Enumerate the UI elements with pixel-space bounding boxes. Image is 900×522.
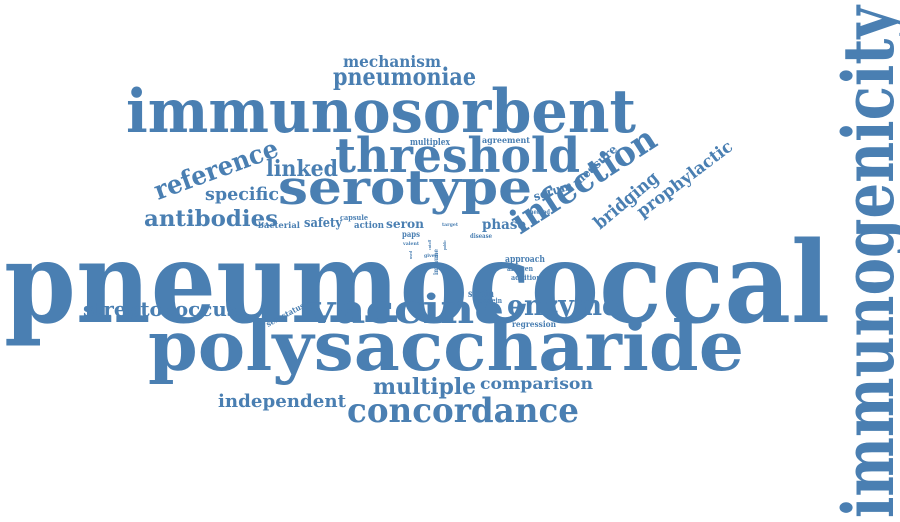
word-safety: safety	[304, 216, 342, 231]
word-multiple: multiple	[373, 374, 476, 400]
word-seron: seron	[386, 217, 424, 231]
word-independent: independent	[218, 391, 347, 412]
word-serotype: serotype	[278, 160, 532, 216]
word-agreement: agreement	[482, 135, 530, 145]
word-valent: valent	[402, 241, 420, 247]
word-vaccine: vaccine	[307, 286, 504, 333]
word-method: method	[528, 209, 551, 216]
word-mechanism: mechanism	[343, 52, 441, 71]
word-cutoff: cutoff	[427, 239, 432, 250]
word-public: public	[442, 240, 447, 250]
word-linked: linked	[266, 156, 338, 182]
word-streptococcus: streptococcus	[83, 297, 238, 321]
word-pneumococcal: pneumococcal	[4, 218, 830, 349]
word-polysaccharide: polysaccharide	[148, 307, 744, 387]
word-used: used	[408, 251, 413, 259]
word-regression: regression	[512, 319, 556, 329]
word-action: action	[354, 221, 384, 231]
word-capsule: capsule	[340, 213, 369, 222]
word-paps: paps	[402, 229, 420, 239]
word-enzyme: enzyme	[507, 289, 619, 322]
word-phase: phase	[482, 217, 526, 233]
word-target: target	[442, 222, 459, 228]
word-immunosorbent: immunosorbent	[126, 77, 636, 147]
word-given: given	[424, 253, 438, 259]
word-strain: strain	[468, 289, 495, 300]
word-antigen: antigen	[507, 264, 533, 273]
word-specific: specific	[205, 184, 279, 205]
word-protein: protein	[478, 296, 502, 305]
word-antibodies: antibodies	[144, 206, 278, 232]
word-addition: addition	[511, 273, 541, 282]
word-pneumoniae: pneumoniae	[333, 62, 476, 91]
word-multiplex: multiplex	[410, 138, 451, 148]
word-disease: disease	[470, 233, 492, 240]
word-approach: approach	[505, 255, 545, 265]
word-concordance: concordance	[347, 391, 579, 431]
word-threshold: threshold	[335, 128, 580, 184]
word-bacterial: bacterial	[258, 220, 300, 230]
word-immune: immune	[433, 249, 440, 275]
word-comparison: comparison	[480, 374, 593, 393]
word-immunogenicity: immunogenicity	[827, 4, 900, 518]
